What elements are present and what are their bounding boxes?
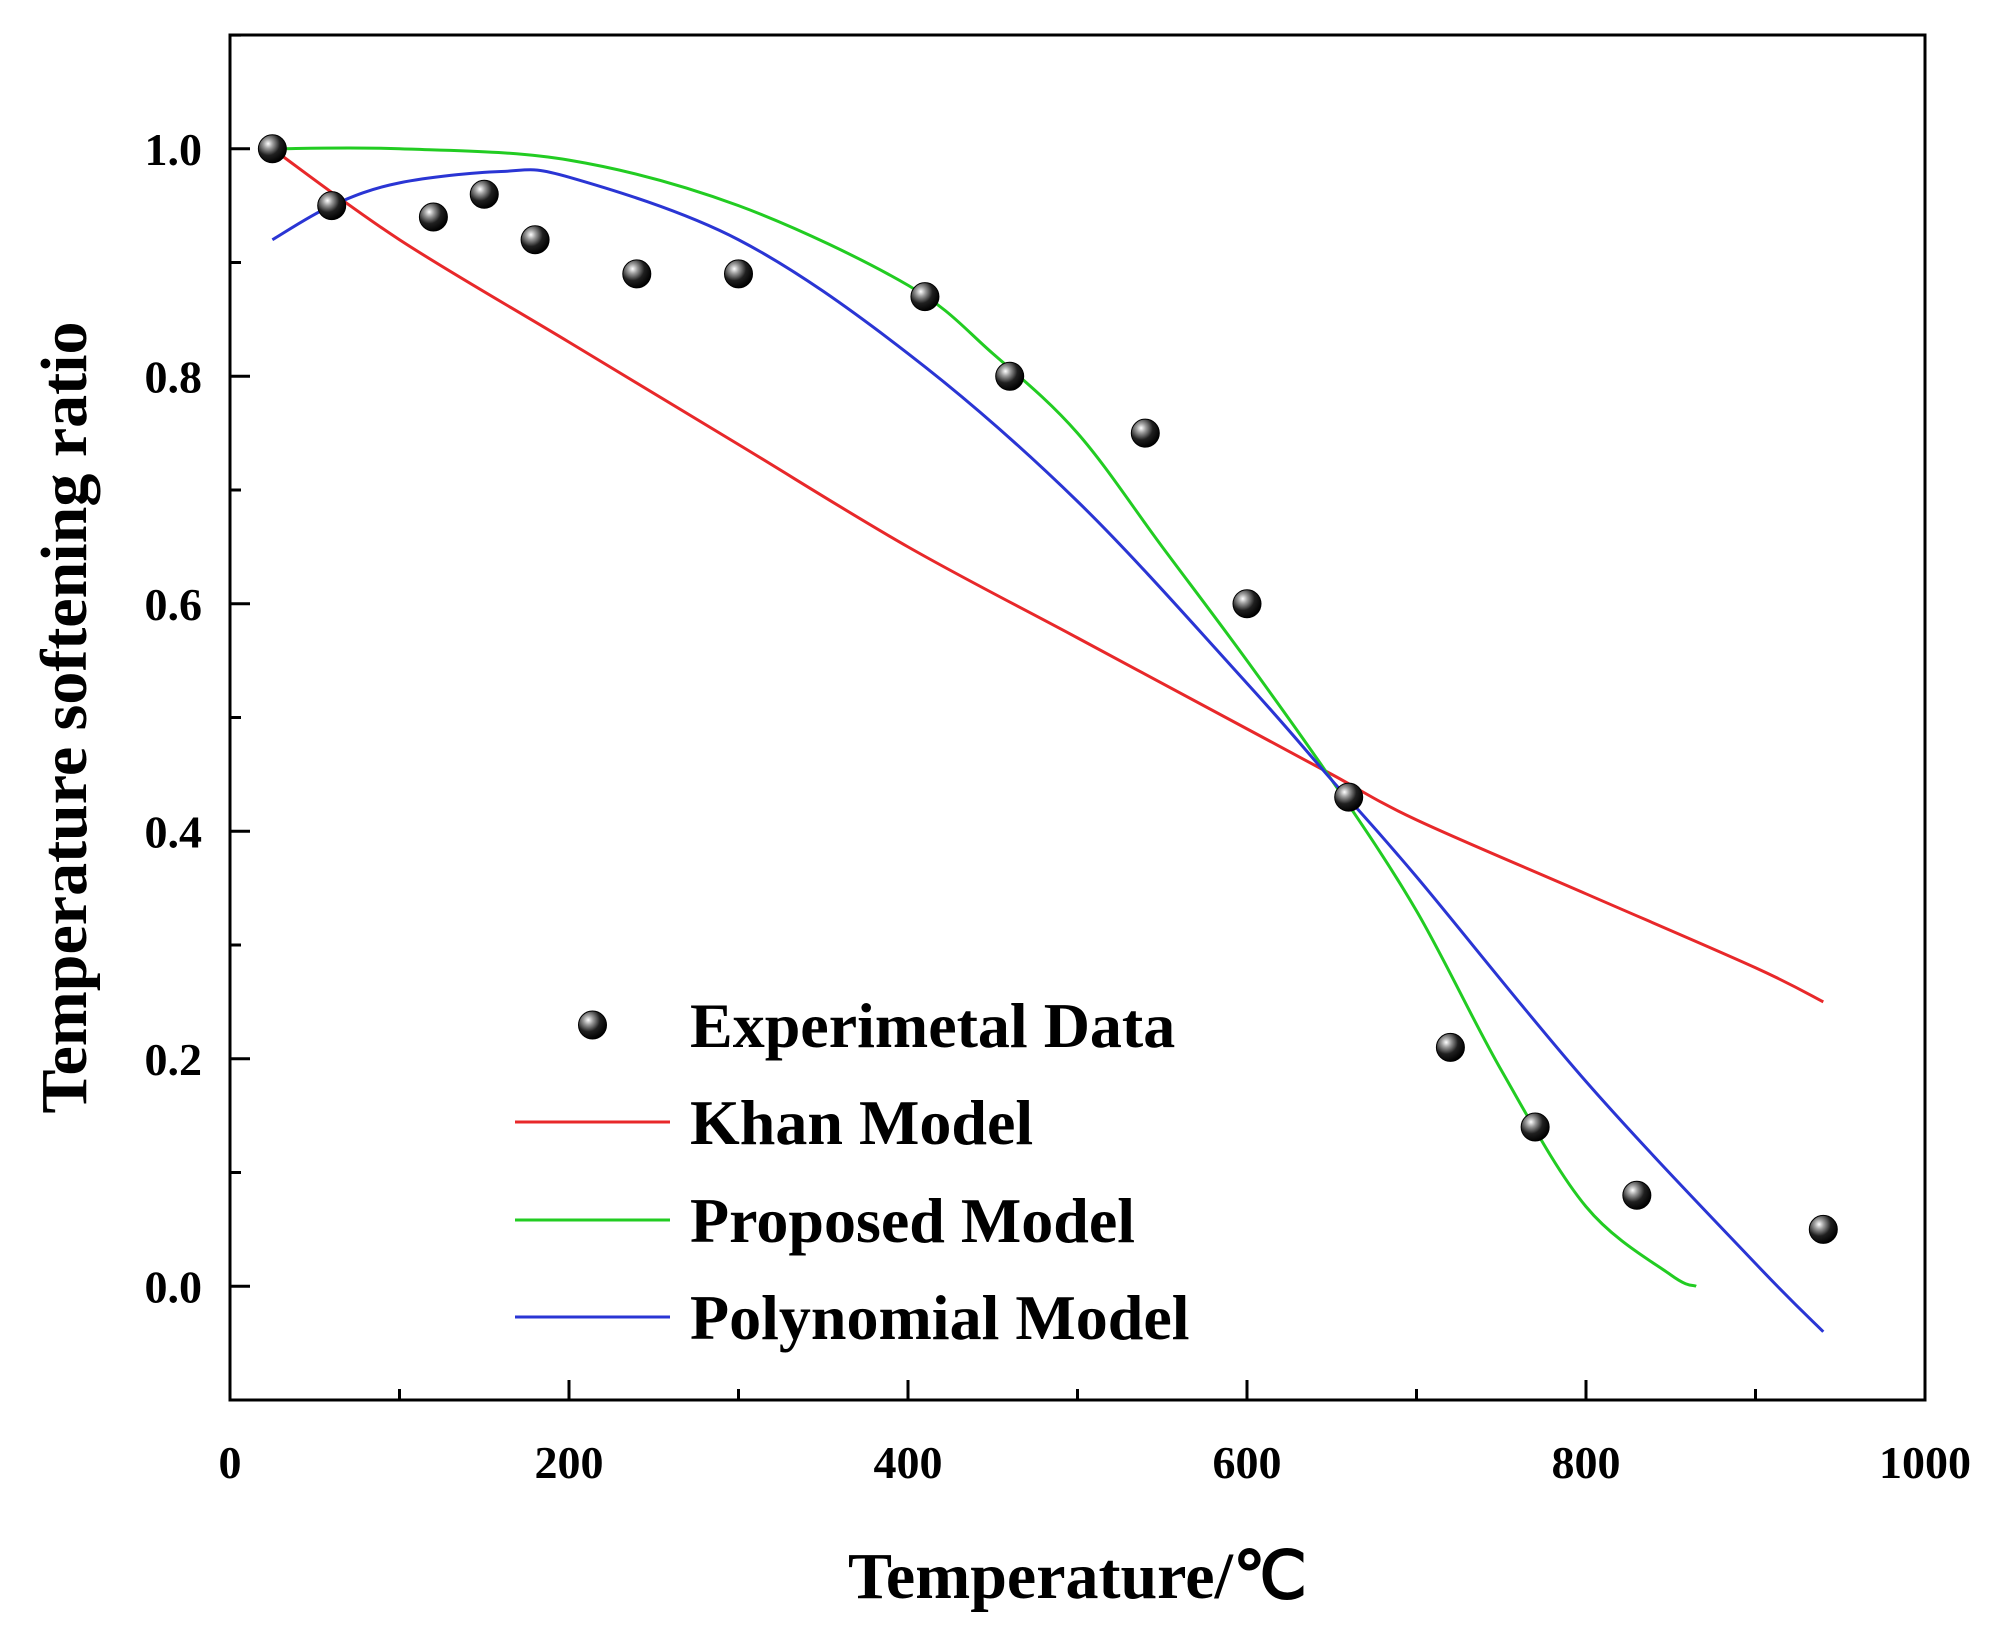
data-point <box>1130 418 1160 448</box>
data-point <box>1435 1032 1465 1062</box>
series-lines <box>271 146 1825 1333</box>
y-tick-label: 0.0 <box>145 1261 203 1312</box>
data-point <box>1520 1112 1550 1142</box>
x-tick-label: 600 <box>1213 1437 1282 1488</box>
y-tick-label: 1.0 <box>145 124 203 175</box>
data-point <box>995 361 1025 391</box>
y-tick-label: 0.2 <box>145 1034 203 1085</box>
data-point <box>910 282 940 312</box>
x-tick-label: 400 <box>874 1437 943 1488</box>
data-point <box>1232 589 1262 619</box>
data-point <box>317 191 347 221</box>
data-point <box>622 259 652 289</box>
data-point <box>1334 782 1364 812</box>
legend-label-experimetal-data: Experimetal Data <box>690 990 1175 1061</box>
y-axis-title: Temperature softening ratio <box>28 322 101 1114</box>
tick-labels: 0 200 400 600 800 1000 0.0 0.2 0.4 0.6 0.8 1.0 <box>145 124 1972 1488</box>
khan-model-line <box>271 147 1824 1004</box>
plot-area-frame <box>228 33 1927 1402</box>
data-point <box>1622 1180 1652 1210</box>
data-point <box>1808 1214 1838 1244</box>
legend-label-proposed-model: Proposed Model <box>690 1185 1135 1256</box>
x-tick-label: 200 <box>535 1437 604 1488</box>
data-point <box>418 202 448 232</box>
legend-label-polynomial-model: Polynomial Model <box>690 1282 1190 1353</box>
legend-label-khan-model: Khan Model <box>690 1087 1033 1158</box>
data-point <box>469 179 499 209</box>
legend-swatch-experimetal-data <box>578 1010 607 1040</box>
x-tick-label: 1000 <box>1879 1437 1971 1488</box>
proposed-model-line <box>272 146 1697 1288</box>
data-point <box>724 259 753 289</box>
y-tick-label: 0.8 <box>145 351 203 402</box>
data-point <box>257 134 287 164</box>
y-tick-label: 0.4 <box>145 806 203 857</box>
y-tick-label: 0.6 <box>145 579 203 630</box>
series-points <box>257 134 1838 1244</box>
x-tick-label: 0 <box>219 1437 242 1488</box>
x-tick-label: 800 <box>1552 1437 1621 1488</box>
legend: Experimetal Data Khan Model Proposed Model… <box>515 990 1190 1353</box>
x-axis-title: Temperature/℃ <box>848 1540 1307 1613</box>
data-point <box>520 225 550 255</box>
polynomial-model-line <box>271 168 1825 1333</box>
